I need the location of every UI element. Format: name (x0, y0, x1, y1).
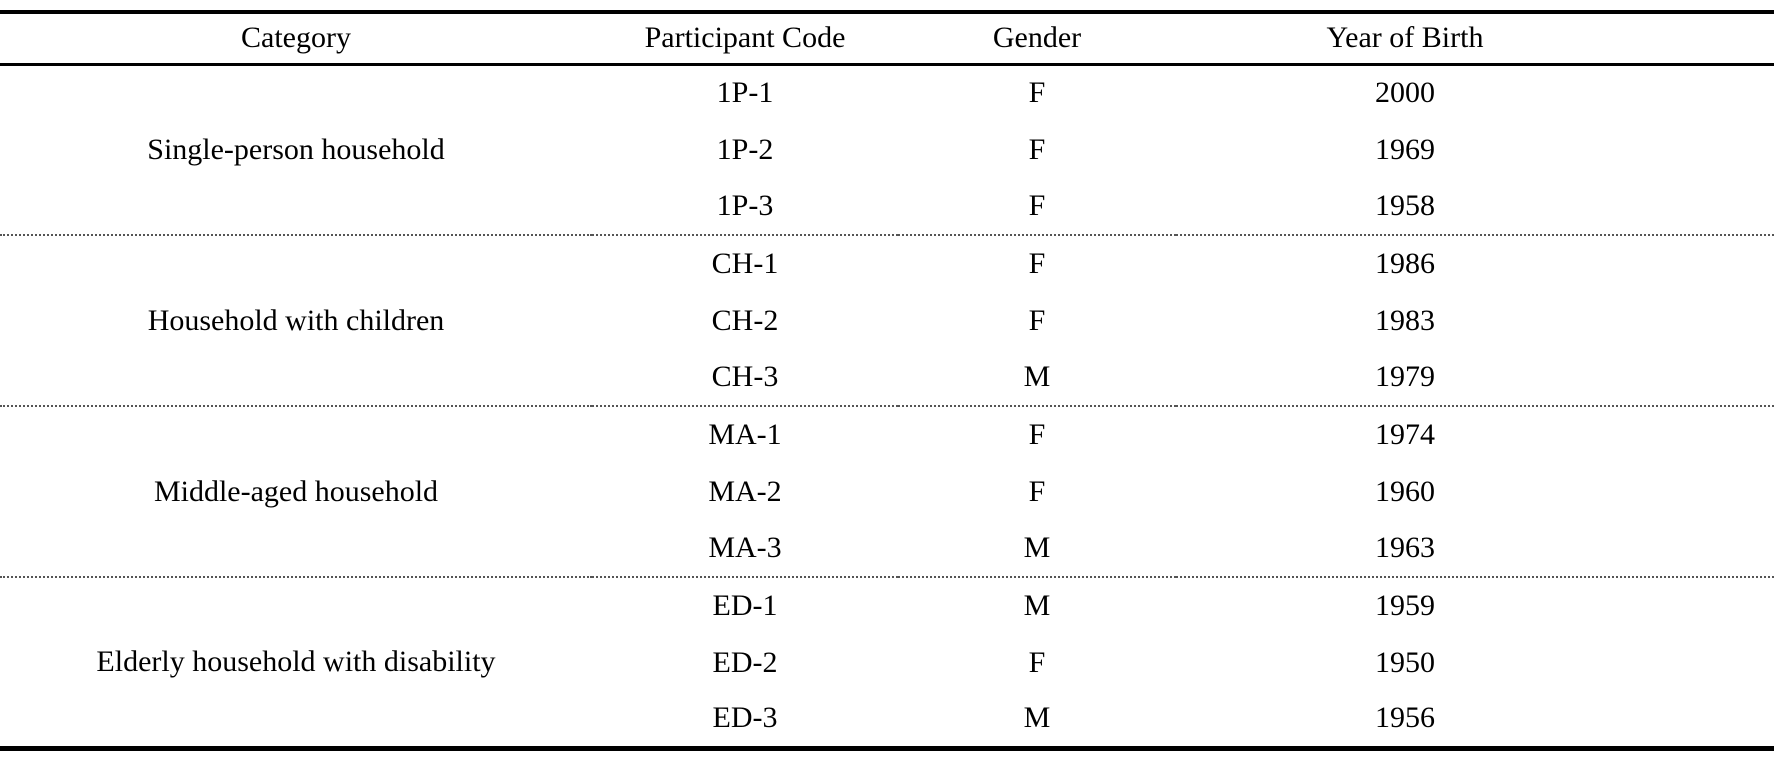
cell-year-of-birth: 1956 (1375, 701, 1435, 735)
table-row: 1P-3 F 1958 (0, 178, 1774, 235)
cell-participant-code: ED-3 (712, 701, 778, 735)
cell-participant-code: MA-2 (708, 474, 782, 508)
cell-participant-code: CH-3 (711, 360, 779, 393)
cell-gender: M (1023, 589, 1051, 622)
column-header-participant-code: Participant Code (644, 21, 846, 55)
cell-gender: F (1028, 418, 1046, 451)
cell-year-of-birth: 1979 (1375, 360, 1435, 393)
table-row: CH-2 F 1983 (0, 292, 1774, 349)
table-row: Single-person household 1P-1 F 2000 (0, 64, 1774, 166)
header-row: Category Participant Code Gender Year of… (0, 12, 1774, 64)
cell-participant-code: 1P-1 (716, 76, 774, 110)
cell-gender: M (1023, 701, 1051, 735)
cell-participant-code: CH-2 (711, 303, 779, 337)
cell-category: Household with children (147, 303, 445, 337)
cell-gender: F (1028, 132, 1046, 166)
cell-year-of-birth: 1963 (1375, 531, 1435, 564)
table-row: ED-2 F 1950 (0, 634, 1774, 691)
group-single-person-household: Single-person household 1P-1 F 2000 1P-2… (0, 64, 1774, 235)
cell-gender: M (1023, 360, 1051, 393)
cell-year-of-birth: 1959 (1375, 589, 1435, 622)
cell-participant-code: ED-1 (712, 589, 778, 622)
cell-gender: F (1028, 303, 1046, 337)
cell-year-of-birth: 1986 (1375, 247, 1435, 280)
cell-year-of-birth: 2000 (1375, 76, 1435, 110)
cell-year-of-birth: 1958 (1375, 189, 1435, 222)
table-row: Middle-aged household MA-1 F 1974 (0, 406, 1774, 508)
column-header-category: Category (241, 21, 351, 55)
column-header-year-of-birth: Year of Birth (1326, 21, 1484, 55)
cell-gender: M (1023, 531, 1051, 564)
cell-category: Elderly household with disability (96, 644, 496, 678)
cell-participant-code: ED-2 (712, 645, 778, 679)
cell-category: Single-person household (147, 132, 445, 166)
table-header: Category Participant Code Gender Year of… (0, 12, 1774, 64)
cell-participant-code: 1P-2 (716, 132, 774, 166)
group-household-with-children: Household with children CH-1 F 1986 CH-2… (0, 235, 1774, 406)
column-header-gender: Gender (992, 21, 1082, 55)
cell-year-of-birth: 1983 (1375, 303, 1435, 337)
cell-gender: F (1028, 76, 1046, 110)
cell-gender: F (1028, 189, 1046, 222)
cell-participant-code: MA-3 (708, 531, 782, 564)
cell-gender: F (1028, 645, 1046, 679)
table-row: Elderly household with disability ED-1 M… (0, 577, 1774, 678)
table-row: ED-3 M 1956 (0, 691, 1774, 748)
table-row: 1P-2 F 1969 (0, 121, 1774, 178)
table-row: CH-3 M 1979 (0, 349, 1774, 406)
cell-year-of-birth: 1950 (1375, 645, 1435, 679)
cell-gender: F (1028, 474, 1046, 508)
table-row: Household with children CH-1 F 1986 (0, 235, 1774, 337)
cell-participant-code: CH-1 (711, 247, 779, 280)
cell-participant-code: 1P-3 (716, 189, 774, 222)
cell-year-of-birth: 1974 (1375, 418, 1435, 451)
group-middle-aged-household: Middle-aged household MA-1 F 1974 MA-2 F… (0, 406, 1774, 577)
table-row: MA-3 M 1963 (0, 520, 1774, 577)
cell-participant-code: MA-1 (708, 418, 782, 451)
participants-table: Category Participant Code Gender Year of… (0, 10, 1774, 751)
cell-year-of-birth: 1960 (1375, 474, 1435, 508)
group-elderly-household-with-disability: Elderly household with disability ED-1 M… (0, 577, 1774, 748)
cell-gender: F (1028, 247, 1046, 280)
cell-year-of-birth: 1969 (1375, 132, 1435, 166)
table-row: MA-2 F 1960 (0, 463, 1774, 520)
cell-category: Middle-aged household (153, 474, 439, 508)
